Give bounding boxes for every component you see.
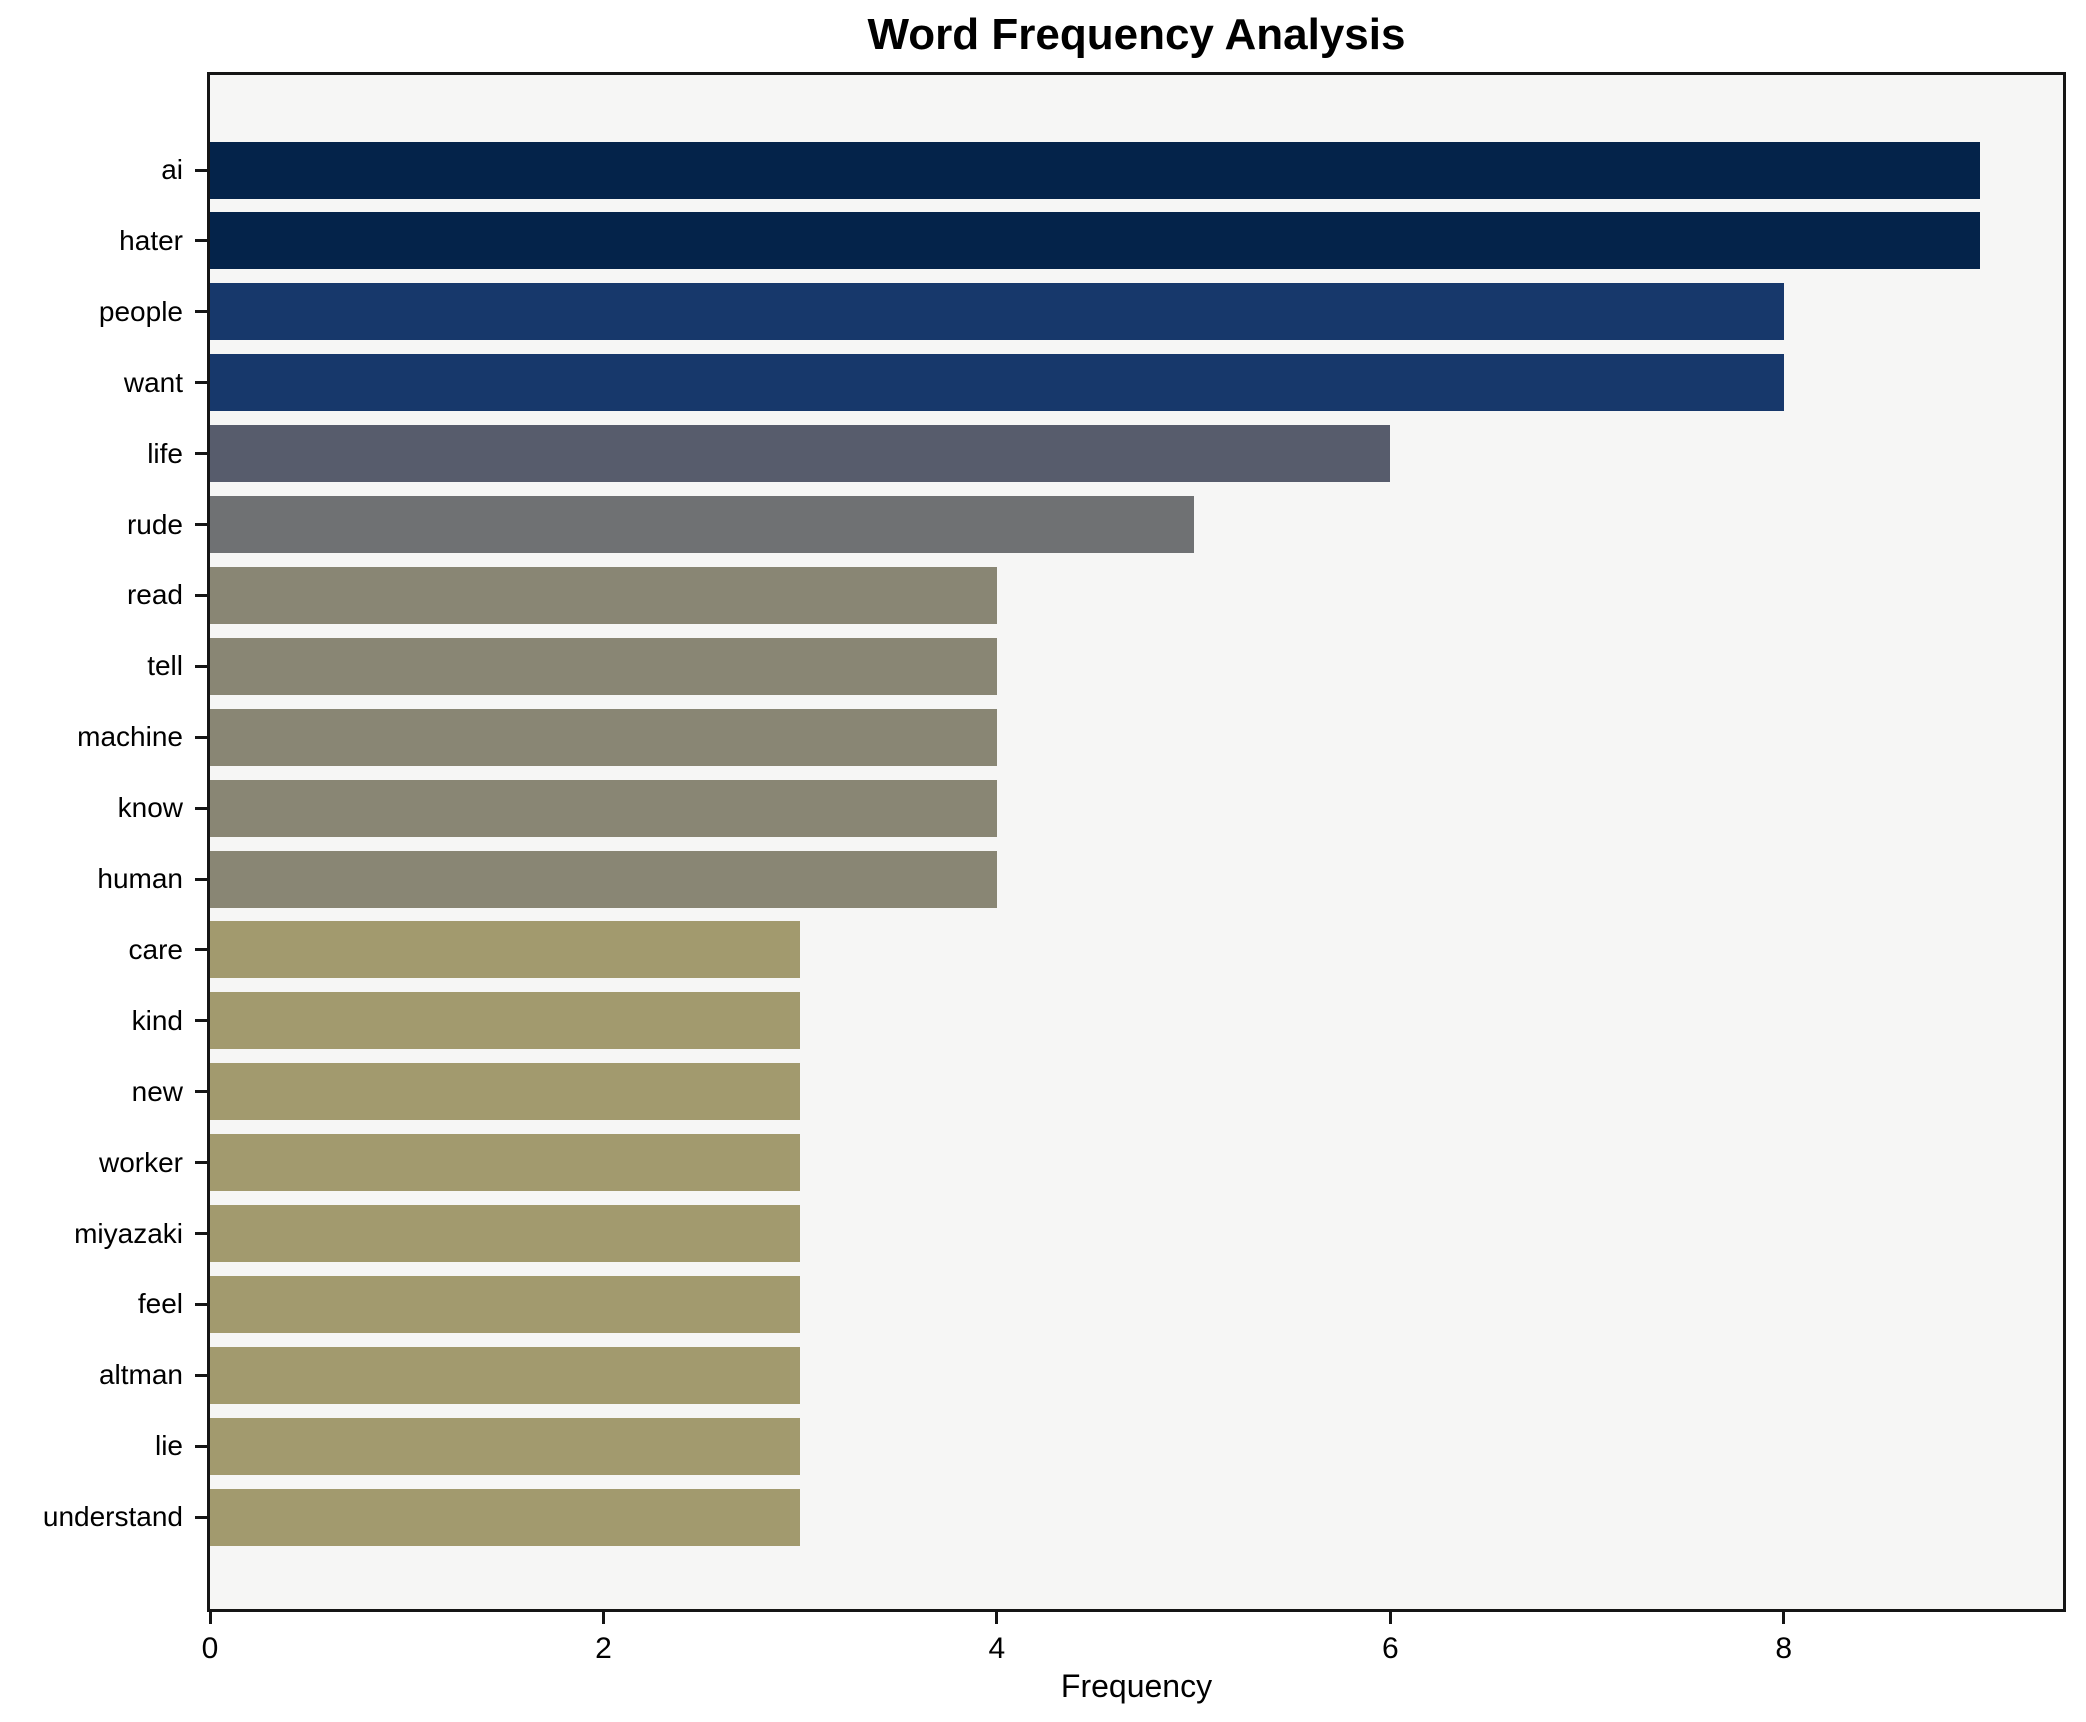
bar-understand	[210, 1488, 801, 1546]
x-tick-label-0: 0	[201, 1632, 219, 1665]
x-tick-mark	[208, 1612, 212, 1624]
y-label-miyazaki: miyazaki	[74, 1217, 183, 1249]
x-tick-label-8: 8	[1775, 1632, 1793, 1665]
bar-human	[210, 850, 997, 908]
y-tick-mark	[195, 168, 207, 172]
y-tick-mark	[195, 806, 207, 810]
y-label-people: people	[98, 295, 183, 327]
x-tick-mark	[995, 1612, 999, 1624]
y-tick-mark	[195, 664, 207, 668]
bar-altman	[210, 1346, 801, 1404]
x-tick-mark	[1388, 1612, 1392, 1624]
y-label-life: life	[147, 437, 183, 469]
bar-people	[210, 283, 1784, 341]
y-tick-mark	[195, 593, 207, 597]
y-label-worker: worker	[98, 1146, 183, 1178]
bar-machine	[210, 708, 997, 766]
y-tick-mark	[195, 1444, 207, 1448]
bar-miyazaki	[210, 1205, 801, 1262]
y-label-kind: kind	[131, 1004, 183, 1036]
bar-ai	[210, 141, 1981, 199]
y-label-feel: feel	[137, 1288, 183, 1320]
y-label-know: know	[117, 792, 183, 824]
y-tick-mark	[195, 735, 207, 739]
y-tick-mark	[195, 1515, 207, 1519]
y-label-machine: machine	[77, 721, 183, 753]
bar-worker	[210, 1134, 801, 1192]
y-tick-mark	[195, 1373, 207, 1377]
y-label-want: want	[123, 366, 183, 398]
y-tick-mark	[195, 310, 207, 314]
y-label-altman: altman	[98, 1359, 183, 1391]
bar-know	[210, 779, 997, 837]
x-axis-title: Frequency	[1060, 1668, 1213, 1704]
plot-area	[207, 72, 2066, 1612]
y-tick-mark	[195, 1302, 207, 1306]
y-label-hater: hater	[119, 224, 183, 256]
y-tick-mark	[195, 1232, 207, 1235]
y-tick-mark	[195, 523, 207, 526]
y-label-human: human	[97, 863, 183, 894]
y-label-read: read	[126, 579, 183, 611]
x-tick-label-2: 2	[595, 1632, 612, 1665]
bar-lie	[210, 1417, 801, 1475]
bar-life	[210, 425, 1391, 483]
bar-kind	[210, 992, 801, 1050]
y-label-understand: understand	[42, 1501, 183, 1533]
bar-feel	[210, 1275, 801, 1333]
y-tick-mark	[195, 948, 207, 952]
y-label-lie: lie	[154, 1430, 183, 1462]
bar-care	[210, 921, 801, 979]
y-tick-mark	[195, 1090, 207, 1094]
bar-tell	[210, 637, 997, 695]
y-tick-mark	[195, 452, 207, 456]
x-tick-label-4: 4	[988, 1632, 1006, 1665]
y-tick-mark	[195, 877, 207, 881]
bar-hater	[210, 212, 1981, 270]
bar-new	[210, 1063, 801, 1121]
bar-rude	[210, 496, 1194, 553]
y-tick-mark	[195, 1019, 207, 1023]
y-label-new: new	[131, 1075, 183, 1107]
chart-title: Word Frequency Analysis	[867, 10, 1406, 59]
y-label-rude: rude	[126, 508, 183, 540]
y-tick-mark	[195, 381, 207, 385]
y-label-care: care	[128, 933, 183, 965]
bar-want	[210, 354, 1784, 412]
x-tick-label-6: 6	[1381, 1632, 1399, 1665]
y-label-tell: tell	[147, 650, 183, 682]
y-label-ai: ai	[161, 154, 183, 185]
x-tick-mark	[601, 1612, 605, 1624]
y-tick-mark	[195, 1161, 207, 1165]
bar-read	[210, 566, 997, 624]
x-tick-mark	[1782, 1612, 1786, 1624]
y-tick-mark	[195, 239, 207, 243]
